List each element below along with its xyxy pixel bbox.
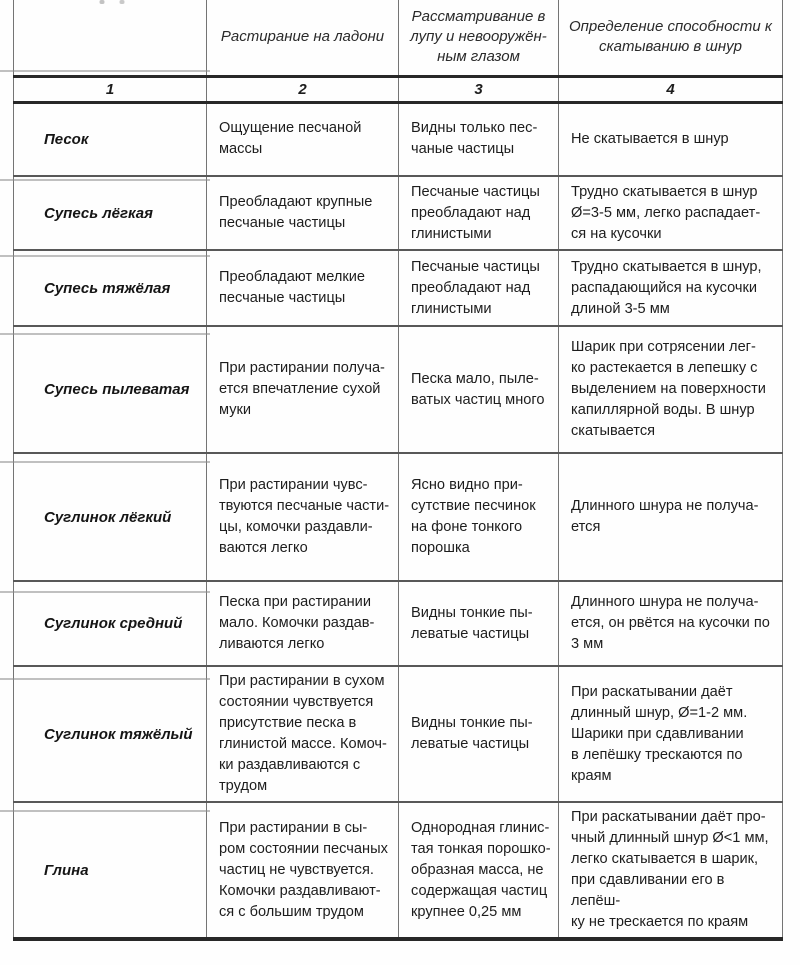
soil-name: Супесь тяжёлая xyxy=(13,249,207,327)
soil-name: Супесь пылеватая xyxy=(13,325,207,454)
table-row-medium-loam: Суглинок средний Песка при растирании ма… xyxy=(13,580,783,667)
visual-cell: Песчаные частицы преобладают над глинист… xyxy=(398,249,559,327)
soil-name: Супесь лёгкая xyxy=(13,175,207,251)
visual-cell: Видны тонкие пы- леватые частицы xyxy=(398,580,559,667)
header-cell-empty xyxy=(13,0,207,77)
header-cell-visual-inspection: Рассматривание в лупу и невооружён- ным … xyxy=(398,0,559,77)
palm-cell: При растирании получа- ется впечатление … xyxy=(206,325,399,454)
soil-name: Суглинок средний xyxy=(13,580,207,667)
table-row-sand: Песок Ощущение песчаной массы Видны толь… xyxy=(13,101,783,177)
table-header-row: Растирание на ладони Рассматривание в лу… xyxy=(13,0,783,77)
palm-cell: При растирании чувс- твуются песчаные ча… xyxy=(206,452,399,582)
table-row-clay: Глина При растирании в сы- ром состоянии… xyxy=(13,801,783,941)
column-number-row: 1 2 3 4 xyxy=(13,74,783,104)
column-number-2: 2 xyxy=(206,74,399,104)
visual-cell: Песчаные частицы преобладают над глинист… xyxy=(398,175,559,251)
cord-cell: Трудно скатывается в шнур Ø=3-5 мм, легк… xyxy=(558,175,783,251)
cord-cell: Трудно скатывается в шнур, распадающийся… xyxy=(558,249,783,327)
table-row-heavy-sandy-loam: Супесь тяжёлая Преобладают мелкие песчан… xyxy=(13,249,783,327)
cord-cell: Не скатывается в шнур xyxy=(558,101,783,177)
table-row-silty-sandy-loam: Супесь пылеватая При растирании получа- … xyxy=(13,325,783,454)
visual-cell: Видны тонкие пы- леватые частицы xyxy=(398,665,559,803)
table-row-heavy-loam: Суглинок тяжёлый При растирании в сухом … xyxy=(13,665,783,803)
cord-cell: При раскатывании даёт длинный шнур, Ø=1-… xyxy=(558,665,783,803)
palm-cell: Песка при растирании мало. Комочки разда… xyxy=(206,580,399,667)
soil-texture-table: Растирание на ладони Рассматривание в лу… xyxy=(13,0,783,941)
soil-name: Песок xyxy=(13,101,207,177)
cord-cell: Шарик при сотрясении лег- ко растекается… xyxy=(558,325,783,454)
palm-cell: Преобладают крупные песчаные частицы xyxy=(206,175,399,251)
cord-cell: При раскатывании даёт про- чный длинный … xyxy=(558,801,783,941)
column-number-3: 3 xyxy=(398,74,559,104)
cord-cell: Длинного шнура не получа- ется xyxy=(558,452,783,582)
visual-cell: Песка мало, пыле- ватых частиц много xyxy=(398,325,559,454)
soil-name: Глина xyxy=(13,801,207,941)
visual-cell: Ясно видно при- сутствие песчинок на фон… xyxy=(398,452,559,582)
palm-cell: Ощущение песчаной массы xyxy=(206,101,399,177)
column-number-1: 1 xyxy=(13,74,207,104)
visual-cell: Видны только пес- чаные частицы xyxy=(398,101,559,177)
header-cell-cord-rolling: Определение способности к скатыванию в ш… xyxy=(558,0,783,77)
cord-cell: Длинного шнура не получа- ется, он рвётс… xyxy=(558,580,783,667)
column-number-4: 4 xyxy=(558,74,783,104)
table-row-light-sandy-loam: Супесь лёгкая Преобладают крупные песчан… xyxy=(13,175,783,251)
table-row-light-loam: Суглинок лёгкий При растирании чувс- тву… xyxy=(13,452,783,582)
visual-cell: Однородная глинис- тая тонкая порошко- о… xyxy=(398,801,559,941)
palm-cell: При растирании в сы- ром состоянии песча… xyxy=(206,801,399,941)
palm-cell: При растирании в сухом состоянии чувству… xyxy=(206,665,399,803)
soil-name: Суглинок тяжёлый xyxy=(13,665,207,803)
soil-name: Суглинок лёгкий xyxy=(13,452,207,582)
palm-cell: Преобладают мелкие песчаные частицы xyxy=(206,249,399,327)
header-cell-palm-rubbing: Растирание на ладони xyxy=(206,0,399,77)
